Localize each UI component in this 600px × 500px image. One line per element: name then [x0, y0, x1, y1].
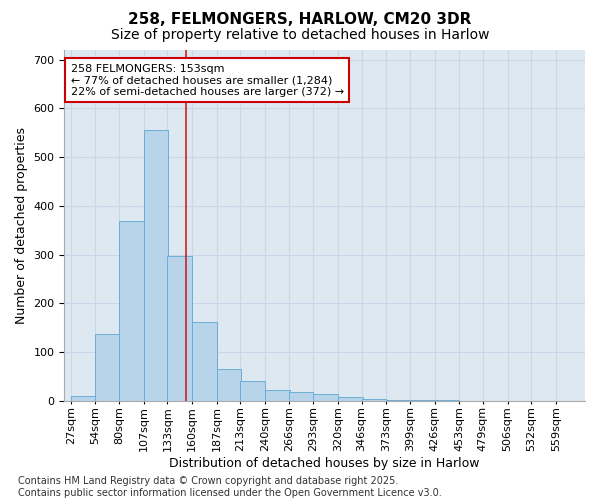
Bar [265, 390, 290, 401]
X-axis label: Distribution of detached houses by size in Harlow: Distribution of detached houses by size … [169, 457, 480, 470]
Bar [119, 222, 144, 401]
Bar [167, 256, 192, 401]
Bar [338, 397, 362, 401]
Y-axis label: Number of detached properties: Number of detached properties [15, 127, 28, 324]
Bar [289, 392, 313, 401]
Bar [71, 396, 95, 401]
Bar [386, 400, 411, 401]
Bar [144, 130, 169, 401]
Bar [241, 382, 265, 401]
Bar [217, 369, 241, 401]
Text: Size of property relative to detached houses in Harlow: Size of property relative to detached ho… [111, 28, 489, 42]
Text: 258 FELMONGERS: 153sqm
← 77% of detached houses are smaller (1,284)
22% of semi-: 258 FELMONGERS: 153sqm ← 77% of detached… [71, 64, 344, 97]
Bar [192, 322, 217, 401]
Text: Contains HM Land Registry data © Crown copyright and database right 2025.
Contai: Contains HM Land Registry data © Crown c… [18, 476, 442, 498]
Bar [313, 394, 338, 401]
Bar [95, 334, 120, 401]
Text: 258, FELMONGERS, HARLOW, CM20 3DR: 258, FELMONGERS, HARLOW, CM20 3DR [128, 12, 472, 28]
Bar [362, 399, 386, 401]
